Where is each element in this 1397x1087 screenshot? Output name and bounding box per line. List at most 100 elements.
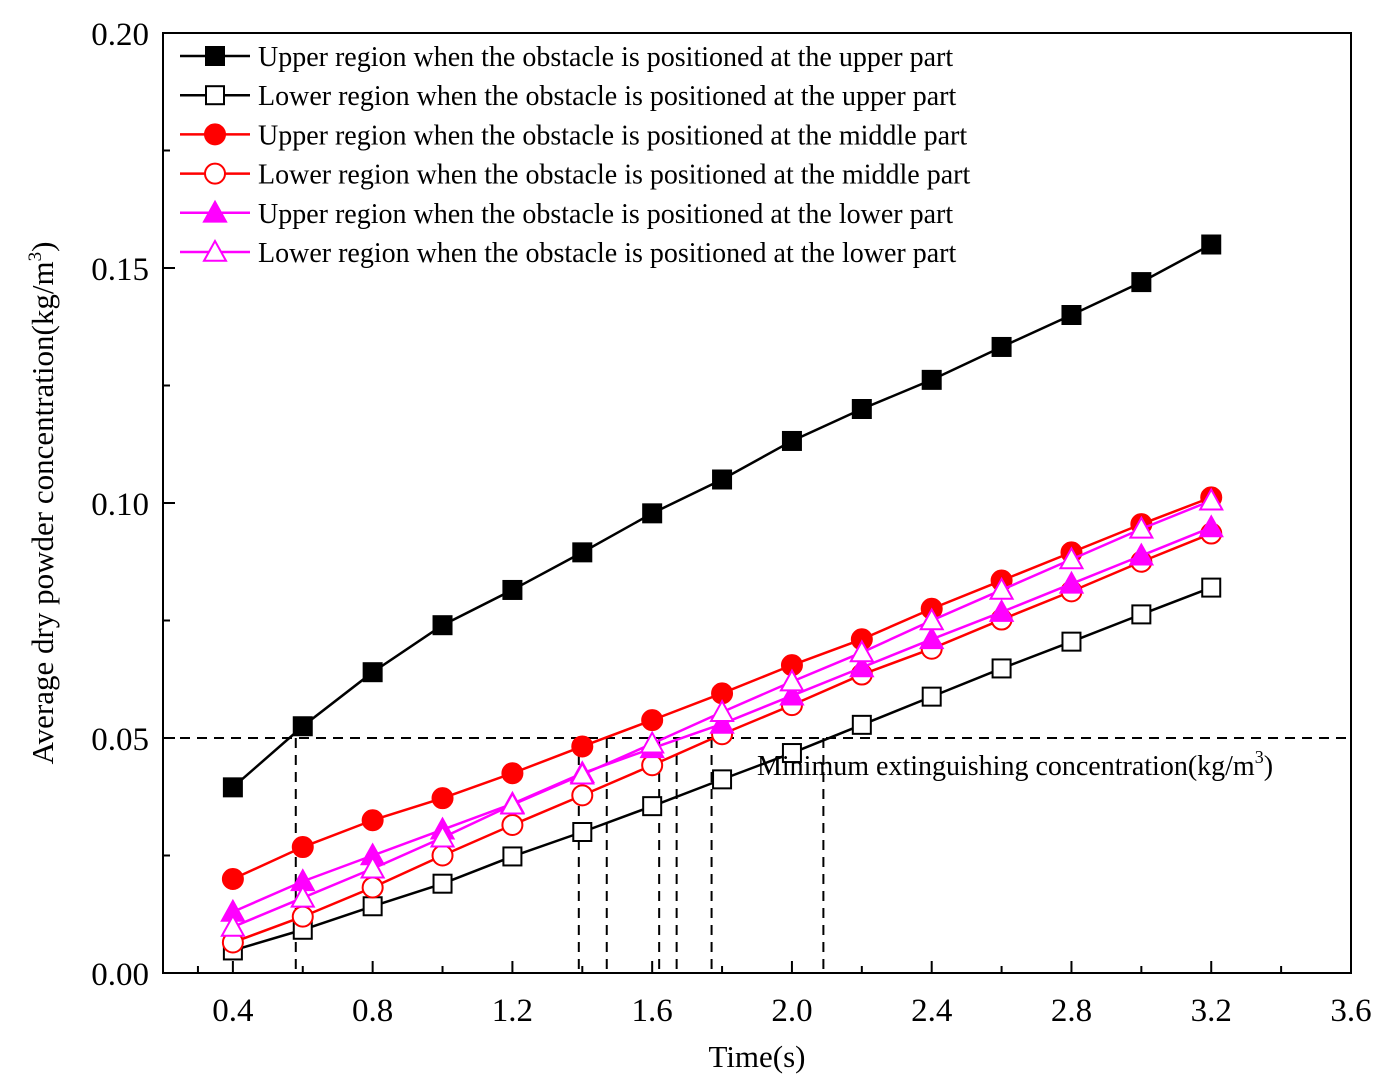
data-point (641, 754, 664, 777)
data-point (1128, 542, 1155, 566)
legend-marker (202, 199, 228, 223)
data-point (1198, 514, 1224, 538)
data-point (432, 873, 453, 894)
data-point (779, 682, 805, 706)
y-tick-label: 0.10 (91, 487, 149, 523)
data-point (1058, 570, 1085, 594)
data-point (1058, 546, 1085, 570)
data-point (362, 896, 383, 917)
legend-item: Lower region when the obstacle is positi… (180, 160, 970, 191)
series-layer (220, 234, 1224, 961)
y-tick-label: 0.15 (91, 252, 149, 288)
data-point (571, 784, 594, 807)
data-point (220, 913, 246, 937)
legend-marker (204, 123, 226, 146)
data-point (571, 735, 594, 758)
data-point (1131, 272, 1152, 293)
data-point (779, 668, 805, 692)
data-point (502, 579, 523, 600)
data-point (851, 714, 872, 735)
threshold-label-sup: 3 (1255, 747, 1264, 767)
data-point (709, 699, 735, 722)
legend-marker (205, 85, 225, 106)
x-tick-label: 2.8 (1051, 993, 1092, 1029)
data-point (991, 658, 1012, 679)
y-tick-label: 0.00 (91, 957, 149, 993)
data-point (572, 822, 593, 842)
data-point (712, 769, 733, 790)
legend-label: Upper region when the obstacle is positi… (258, 42, 953, 73)
data-point (222, 777, 243, 798)
data-point (501, 762, 524, 785)
series-2 (222, 577, 1222, 961)
legend-marker (204, 162, 226, 185)
data-point (988, 576, 1015, 600)
x-tick-label: 0.8 (352, 993, 393, 1029)
x-tick-label: 2.4 (911, 993, 952, 1029)
data-point (642, 796, 663, 817)
data-point (499, 791, 526, 815)
data-point (709, 710, 735, 734)
legend-label: Upper region when the obstacle is positi… (258, 120, 967, 151)
threshold-label-end: ) (1264, 751, 1273, 782)
legend-label: Lower region when the obstacle is positi… (258, 160, 970, 191)
data-point (849, 639, 875, 663)
data-point (359, 855, 386, 879)
series-1 (222, 234, 1222, 798)
data-point (642, 503, 663, 524)
data-point (572, 542, 593, 563)
y-axis-title: Average dry powder concentration(kg/m3) (25, 242, 60, 765)
data-point (291, 905, 314, 928)
data-point (290, 884, 316, 908)
data-point (502, 846, 523, 867)
legend-marker (205, 46, 225, 66)
data-point (712, 469, 733, 490)
data-point (221, 868, 244, 890)
data-point (361, 809, 384, 832)
data-point (639, 730, 665, 754)
x-axis-title: Time(s) (708, 1039, 805, 1074)
data-point (432, 615, 453, 636)
axis-layer: 0.4 0.8 1.2 1.6 2.0 2.4 2.8 3.2 3.6 0.00 0.05 0.10 0… (91, 17, 1371, 1029)
data-point (1201, 234, 1222, 255)
legend-item: Upper region when the obstacle is positi… (180, 199, 953, 230)
legend-item: Lower region when the obstacle is positi… (180, 238, 956, 269)
legend-item: Upper region when the obstacle is positi… (180, 120, 967, 151)
data-point (1128, 515, 1155, 539)
data-point (431, 787, 454, 810)
data-point (429, 824, 456, 848)
legend-marker (202, 238, 228, 262)
y-axis-title-sup: 3 (25, 252, 46, 262)
y-tick-label: 0.20 (91, 17, 149, 53)
legend-label: Lower region when the obstacle is positi… (258, 81, 956, 112)
data-point (1131, 604, 1152, 625)
data-point (1061, 631, 1082, 652)
x-tick-label: 1.6 (632, 993, 673, 1029)
data-point (292, 716, 313, 737)
data-point (291, 836, 314, 859)
data-point (921, 369, 942, 390)
legend-item: Upper region when the obstacle is positi… (180, 42, 953, 73)
data-point (362, 662, 383, 683)
x-tick-label: 1.2 (492, 993, 533, 1029)
data-point (431, 844, 454, 867)
data-point (781, 430, 802, 451)
data-point (361, 876, 384, 899)
threshold-label: Minimum extinguishing concentration(kg/m… (757, 747, 1273, 782)
y-axis-title-end: ) (25, 242, 60, 252)
data-point (501, 813, 524, 836)
x-tick-label: 3.6 (1330, 993, 1371, 1029)
data-point (569, 761, 595, 785)
x-tick-label: 2.0 (771, 993, 812, 1029)
data-point (919, 607, 945, 631)
series-6 (220, 487, 1224, 937)
data-point (1201, 577, 1222, 598)
data-point (641, 709, 664, 732)
data-point (921, 686, 942, 707)
data-point (1198, 487, 1224, 511)
data-point (919, 626, 945, 650)
data-point (1061, 305, 1082, 325)
data-point (988, 598, 1015, 622)
legend: Upper region when the obstacle is positi… (180, 42, 970, 269)
